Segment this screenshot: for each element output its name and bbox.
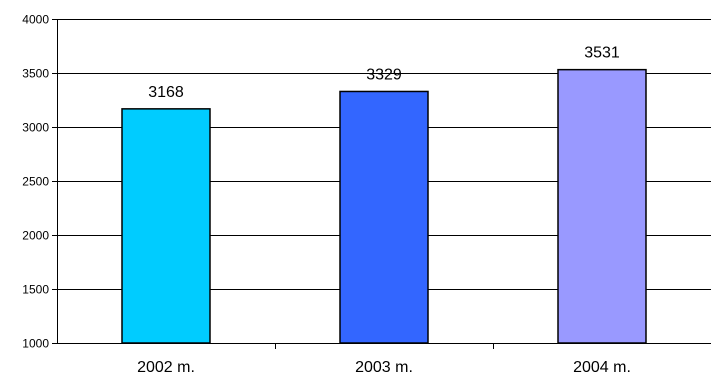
y-axis-ticks: 1000 1500 2000 2500 3000 3500 4000 (22, 13, 57, 351)
y-tick-label: 1000 (22, 337, 49, 351)
bar-value-label: 3168 (148, 84, 184, 101)
bar (557, 68, 647, 344)
y-tick-label: 2500 (22, 175, 49, 189)
x-axis-categories: 2002 m. 2003 m. 2004 m. (137, 343, 631, 376)
x-category-label: 2004 m. (573, 359, 631, 376)
y-tick-label: 4000 (22, 13, 49, 27)
bar-value-label: 3329 (366, 66, 402, 83)
bar-value-label: 3531 (584, 45, 620, 62)
x-category-label: 2002 m. (137, 359, 195, 376)
y-tick-label: 2000 (22, 229, 49, 243)
y-tick-label: 3500 (22, 67, 49, 81)
data-labels: 3168 3329 3531 (148, 45, 620, 101)
y-tick-label: 1500 (22, 283, 49, 297)
bar (339, 90, 429, 344)
y-tick-label: 3000 (22, 121, 49, 135)
bars (121, 68, 647, 344)
x-category-label: 2003 m. (355, 359, 413, 376)
bar (121, 108, 211, 344)
